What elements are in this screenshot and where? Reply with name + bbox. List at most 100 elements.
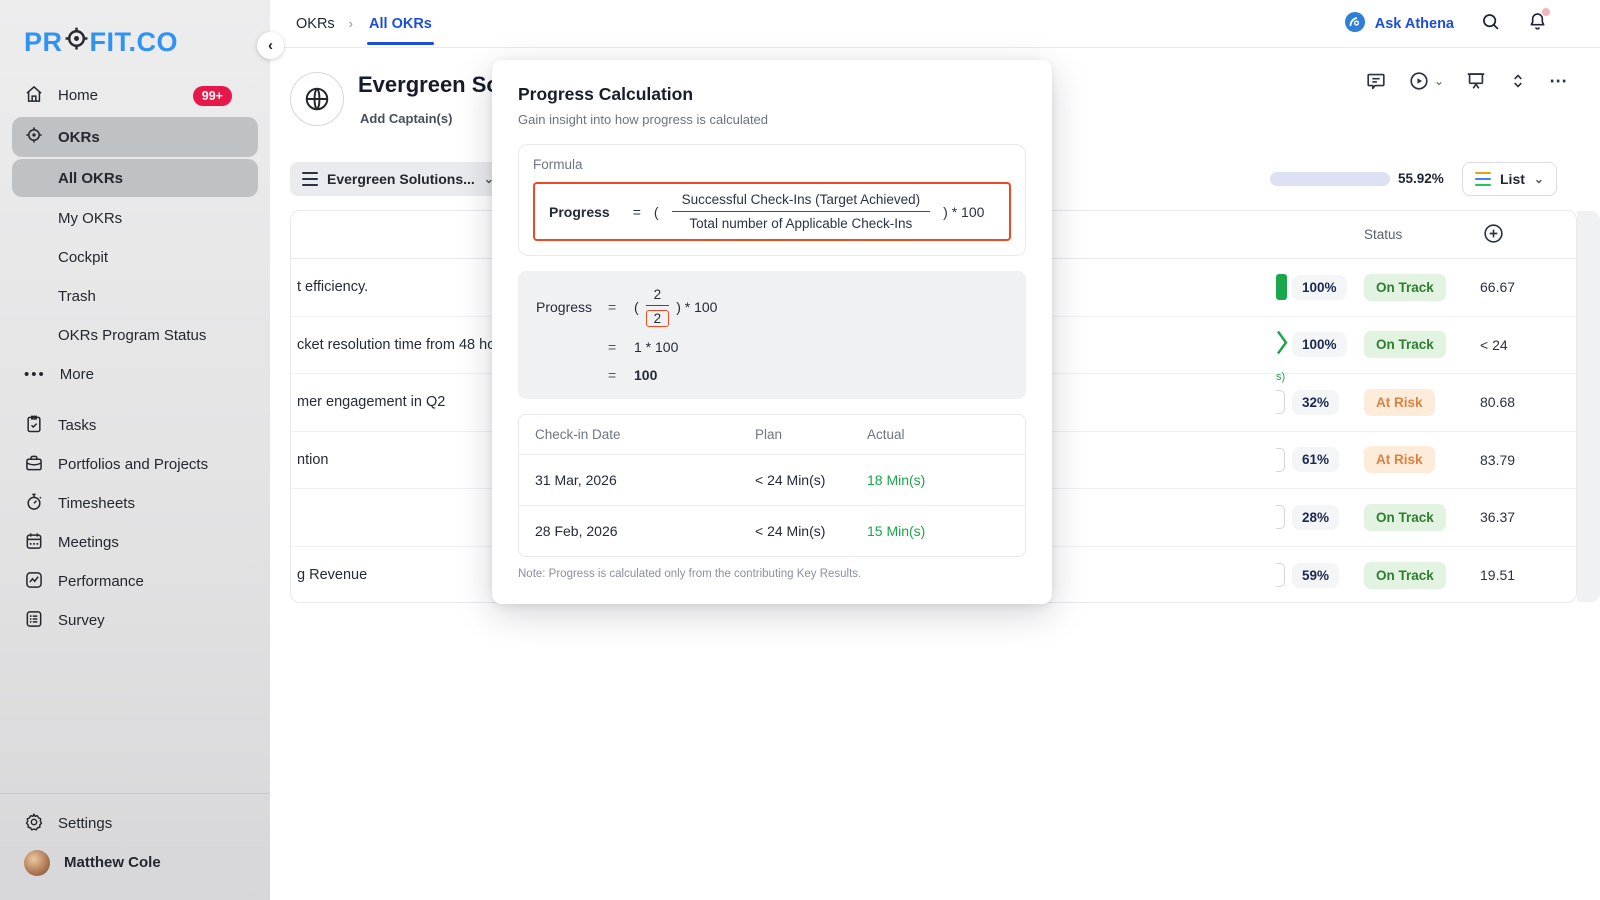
example-lhs: Progress [536, 299, 593, 315]
chevron-down-icon: ⌄ [483, 172, 494, 186]
checkin-actual: 15 Min(s) [867, 523, 926, 539]
status-badge: At Risk [1364, 388, 1435, 416]
search-button[interactable] [1480, 11, 1501, 37]
user-avatar [24, 849, 50, 876]
sidebar-item-performance[interactable]: Performance [0, 562, 270, 601]
sidebar-nav: Home 99+ OKRs All OKRs My OKRs Cockpit T… [0, 76, 270, 793]
sidebar-collapse-button[interactable]: ‹ [257, 32, 284, 59]
checkin-plan: < 24 Min(s) [755, 523, 826, 539]
value-cell: 80.68 [1480, 394, 1516, 411]
sidebar-item-label: Survey [58, 612, 105, 629]
notifications-button[interactable] [1527, 7, 1550, 37]
sidebar-item-label: Trash [58, 288, 96, 305]
sidebar-item-settings[interactable]: Settings [0, 804, 270, 843]
actual-header: Actual [867, 427, 905, 442]
feedback-comment-icon[interactable] [1365, 70, 1387, 92]
sidebar-item-okrs[interactable]: OKRs [12, 117, 258, 157]
progress-percent: 61% [1292, 447, 1340, 473]
objective-title: ntion [297, 451, 329, 468]
sidebar-item-cockpit[interactable]: Cockpit [0, 238, 270, 277]
column-header-status[interactable]: Status [1364, 227, 1403, 242]
search-icon [1480, 11, 1501, 37]
sidebar-item-okrs-program-status[interactable]: OKRs Program Status [0, 316, 270, 355]
example-step2: 1 * 100 [634, 339, 679, 355]
formula-card: Formula Progress = ( Successful Check-In… [518, 144, 1026, 256]
objective-title: t efficiency. [297, 279, 369, 296]
sidebar-item-all-okrs[interactable]: All OKRs [12, 159, 258, 197]
user-menu[interactable]: Matthew Cole [0, 843, 270, 882]
sidebar-item-timesheets[interactable]: Timesheets [0, 484, 270, 523]
sidebar-item-label: OKRs [58, 128, 100, 146]
progress-percent: 59% [1292, 562, 1340, 588]
stopwatch-icon [24, 492, 44, 516]
chevron-right-icon: › [348, 16, 354, 31]
objective-title: g Revenue [297, 567, 368, 584]
presentation-icon[interactable] [1465, 70, 1487, 92]
sidebar-item-trash[interactable]: Trash [0, 277, 270, 316]
list-view-icon [1475, 172, 1491, 186]
example-open-paren: ( [634, 299, 639, 315]
progress-text-fragment: s) [1276, 371, 1286, 384]
home-count-badge: 99+ [192, 85, 232, 106]
overall-progress-bar [1270, 172, 1390, 186]
more-dots-icon: ••• [24, 366, 46, 383]
play-video-dropdown[interactable]: ⌄ [1408, 70, 1444, 92]
notification-dot [1542, 7, 1550, 16]
formula-denominator: Total number of Applicable Check-Ins [689, 216, 913, 231]
topbar-actions: Ask Athena [1344, 7, 1550, 37]
sidebar-item-label: Settings [58, 815, 113, 832]
sidebar-item-label: Portfolios and Projects [58, 456, 209, 473]
checkin-date: 28 Feb, 2026 [535, 523, 618, 539]
athena-logo-icon [1344, 11, 1366, 37]
example-calculation-card: Progress = ( 2 2 ) * 100 = 1 * 100 = 100 [518, 271, 1026, 399]
formula-numerator: Successful Check-Ins (Target Achieved) [671, 192, 931, 212]
sidebar-item-meetings[interactable]: Meetings [0, 523, 270, 562]
example-equals: = [608, 367, 617, 383]
bell-icon [1527, 11, 1548, 37]
sidebar-item-survey[interactable]: Survey [0, 601, 270, 640]
more-options-icon[interactable]: ⋯ [1549, 70, 1571, 91]
calendar-icon [24, 531, 44, 555]
sidebar-footer: Settings Matthew Cole [0, 793, 270, 900]
checkin-row: 31 Mar, 2026 < 24 Min(s) 18 Min(s) [519, 454, 1025, 505]
breadcrumb-okrs[interactable]: OKRs [296, 15, 335, 32]
team-selector[interactable]: Evergreen Solutions... ⌄ [290, 162, 506, 196]
checkin-date: 31 Mar, 2026 [535, 472, 617, 488]
sidebar-item-tasks[interactable]: Tasks [0, 406, 270, 445]
sidebar-item-home[interactable]: Home 99+ [0, 76, 270, 115]
sidebar-item-portfolios-projects[interactable]: Portfolios and Projects [0, 445, 270, 484]
ask-athena-button[interactable]: Ask Athena [1344, 11, 1454, 37]
checkin-date-header: Check-in Date [535, 427, 621, 442]
progress-percent: 28% [1292, 504, 1340, 530]
overall-progress-percent: 55.92% [1398, 171, 1444, 186]
add-column-button[interactable] [1476, 222, 1576, 248]
add-captains-link[interactable]: Add Captain(s) [360, 111, 453, 126]
sidebar: PR FIT.CO Home 99+ OKRs All OKRs My OKRs … [0, 0, 270, 900]
user-name: Matthew Cole [64, 854, 161, 871]
sidebar-item-my-okrs[interactable]: My OKRs [0, 199, 270, 238]
formula-highlight-box: Progress = ( Successful Check-Ins (Targe… [533, 182, 1011, 241]
sidebar-item-label: Tasks [58, 417, 97, 434]
progress-bar-fragment [1276, 390, 1285, 415]
checkins-header-row: Check-in Date Plan Actual [519, 415, 1025, 454]
table-scroll-gutter[interactable] [1577, 211, 1600, 602]
view-selector[interactable]: List ⌄ [1462, 162, 1557, 196]
view-selector-label: List [1500, 171, 1525, 187]
progress-bar-fragment [1276, 563, 1285, 588]
status-badge: On Track [1364, 561, 1446, 589]
breadcrumb: OKRs › All OKRs [296, 2, 434, 45]
performance-chart-icon [24, 570, 44, 594]
formula-open-paren: ( [653, 203, 659, 220]
modal-note: Note: Progress is calculated only from t… [518, 568, 862, 580]
tab-all-okrs[interactable]: All OKRs [367, 2, 434, 45]
plus-circle-icon [1482, 223, 1505, 248]
progress-percent: 100% [1292, 332, 1347, 358]
sidebar-item-more[interactable]: ••• More [0, 355, 270, 394]
expand-collapse-icon[interactable] [1508, 71, 1528, 91]
table-row[interactable]: mer engagement in Q2 Q1-2026 Eve 32% At … [291, 374, 1576, 432]
example-multiplier: ) * 100 [676, 299, 718, 315]
tasks-icon [24, 414, 44, 438]
value-cell: 36.37 [1480, 509, 1516, 526]
home-icon [24, 84, 44, 108]
checkin-actual: 18 Min(s) [867, 472, 926, 488]
